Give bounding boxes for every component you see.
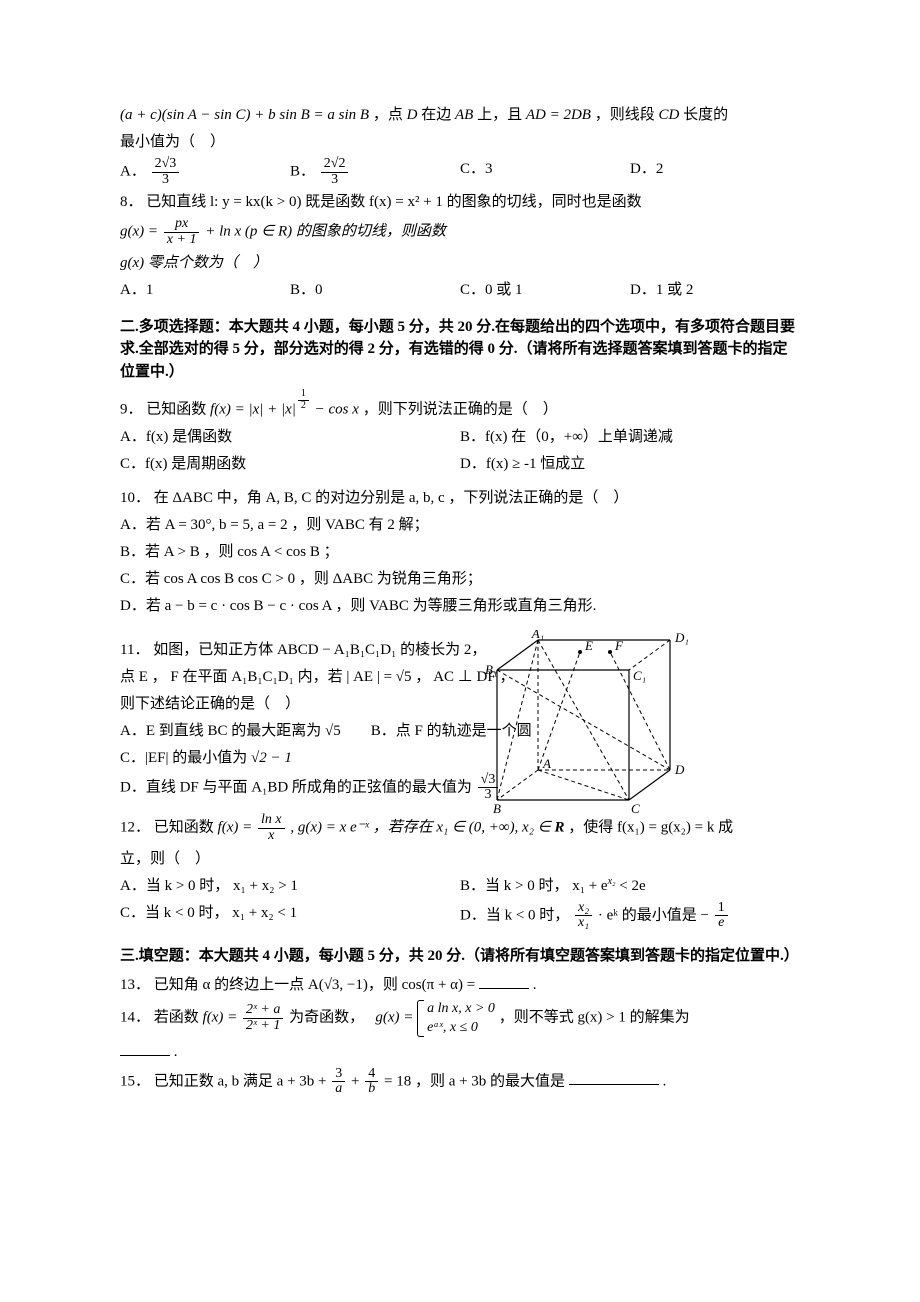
q9-opt-c: C．f(x) 是周期函数 — [120, 452, 460, 476]
q9-opt-b: B．f(x) 在（0，+∞）上单调递减 — [460, 425, 800, 449]
q12-opt-c: C．当 k < 0 时， x₁ + x₂ < 1 — [120, 901, 460, 931]
q8-line3: g(x) 零点个数为（ ） — [120, 251, 800, 275]
q14-cases: a ln x, x > 0 eᵃˣ, x ≤ 0 — [417, 1000, 495, 1036]
q12-opt-d: D．当 k < 0 时， x₂x₁ · eᵏ 的最小值是 − 1e — [460, 901, 800, 931]
lbl-d1: D₁ — [674, 630, 689, 645]
q7-line1: (a + c)(sin A − sin C) + b sin B = a sin… — [120, 103, 800, 127]
q14-line2: . — [120, 1040, 800, 1064]
q8-line1: 8． 已知直线 l: y = kx(k > 0) 既是函数 f(x) = x² … — [120, 190, 800, 214]
section-2-heading: 二.多项选择题：本大题共 4 小题，每小题 5 分，共 20 分.在每题给出的四… — [120, 316, 800, 384]
q8-opt-d: D．1 或 2 — [630, 278, 800, 302]
lbl-d: D — [674, 762, 685, 777]
lbl-f: F — [614, 638, 624, 653]
lbl-e: E — [584, 638, 593, 653]
q12-opts-row1: A．当 k > 0 时， x₁ + x₂ > 1 B．当 k > 0 时， x₁… — [120, 874, 800, 898]
q14-line1: 14． 若函数 f(x) = 2ˣ + a2ˣ + 1 为奇函数， g(x) =… — [120, 1000, 800, 1036]
cube-figure: A₁ B₁ C₁ D₁ A B C D E F — [475, 630, 700, 838]
exam-page: (a + c)(sin A − sin C) + b sin B = a sin… — [0, 0, 920, 1302]
q15: 15． 已知正数 a, b 满足 a + 3b + 3a + 4b = 18 ，… — [120, 1067, 800, 1097]
q10-opt-a: A．若 A = 30°, b = 5, a = 2 ，则 VABC 有 2 解； — [120, 513, 800, 537]
q10-opt-d: D．若 a − b = c · cos B − c · cos A ，则 VAB… — [120, 594, 800, 618]
lbl-c: C — [631, 801, 640, 816]
q7-eq: (a + c)(sin A − sin C) + b sin B = a sin… — [120, 107, 369, 123]
q9-opt-d: D．f(x) ≥ -1 恒成立 — [460, 452, 800, 476]
q8-options: A．1 B．0 C．0 或 1 D．1 或 2 — [120, 278, 800, 302]
q7-opt-c: C．3 — [460, 157, 630, 187]
q7-opt-b: B． 2√23 — [290, 157, 460, 187]
q12-opt-b: B．当 k > 0 时， x₁ + ex₂ < 2e — [460, 874, 800, 898]
q10-opt-b: B．若 A > B ，则 cos A < cos B ； — [120, 540, 800, 564]
q9-options-row1: A．f(x) 是偶函数 B．f(x) 在（0，+∞）上单调递减 — [120, 425, 800, 449]
lbl-b: B — [493, 801, 501, 816]
q12-opts-row2: C．当 k < 0 时， x₁ + x₂ < 1 D．当 k < 0 时， x₂… — [120, 901, 800, 931]
q14-blank — [120, 1040, 170, 1056]
lbl-a1: A₁ — [531, 630, 544, 641]
lbl-a: A — [542, 756, 551, 771]
q10-opt-c: C．若 cos A cos B cos C > 0 ，则 ΔABC 为锐角三角形… — [120, 567, 800, 591]
q7-line2: 最小值为（ ） — [120, 130, 800, 154]
q7-opt-a: A． 2√33 — [120, 157, 290, 187]
q12-stem2: 立，则（ ） — [120, 847, 800, 871]
lbl-b1: B₁ — [485, 662, 497, 677]
q11-block: A₁ B₁ C₁ D₁ A B C D E F 11． 如图，已知正方体 ABC… — [120, 638, 800, 803]
q8-opt-a: A．1 — [120, 278, 290, 302]
lbl-c1: C₁ — [633, 668, 646, 683]
q9-stem: 9． 已知函数 f(x) = |x| + |x|12 − cos x ，则下列说… — [120, 389, 800, 422]
q7-options: A． 2√33 B． 2√23 C．3 D．2 — [120, 157, 800, 187]
cube-svg: A₁ B₁ C₁ D₁ A B C D E F — [475, 630, 700, 830]
q9-options-row2: C．f(x) 是周期函数 D．f(x) ≥ -1 恒成立 — [120, 452, 800, 476]
section-3-heading: 三.填空题：本大题共 4 小题，每小题 5 分，共 20 分.（请将所有填空题答… — [120, 945, 800, 968]
q10-stem: 10． 在 ΔABC 中，角 A, B, C 的对边分别是 a, b, c ，下… — [120, 486, 800, 510]
q8-opt-c: C．0 或 1 — [460, 278, 630, 302]
q7-opt-d: D．2 — [630, 157, 800, 187]
q8-line2: g(x) = pxx + 1 + ln x (p ∈ R) 的图象的切线，则函数 — [120, 217, 800, 247]
q9-opt-a: A．f(x) 是偶函数 — [120, 425, 460, 449]
q13: 13． 已知角 α 的终边上一点 A(√3, −1)，则 cos(π + α) … — [120, 973, 800, 997]
q8-opt-b: B．0 — [290, 278, 460, 302]
q12-opt-a: A．当 k > 0 时， x₁ + x₂ > 1 — [120, 874, 460, 898]
q13-blank — [479, 973, 529, 989]
point-e — [578, 650, 582, 654]
point-f — [608, 650, 612, 654]
q15-blank — [569, 1069, 659, 1085]
